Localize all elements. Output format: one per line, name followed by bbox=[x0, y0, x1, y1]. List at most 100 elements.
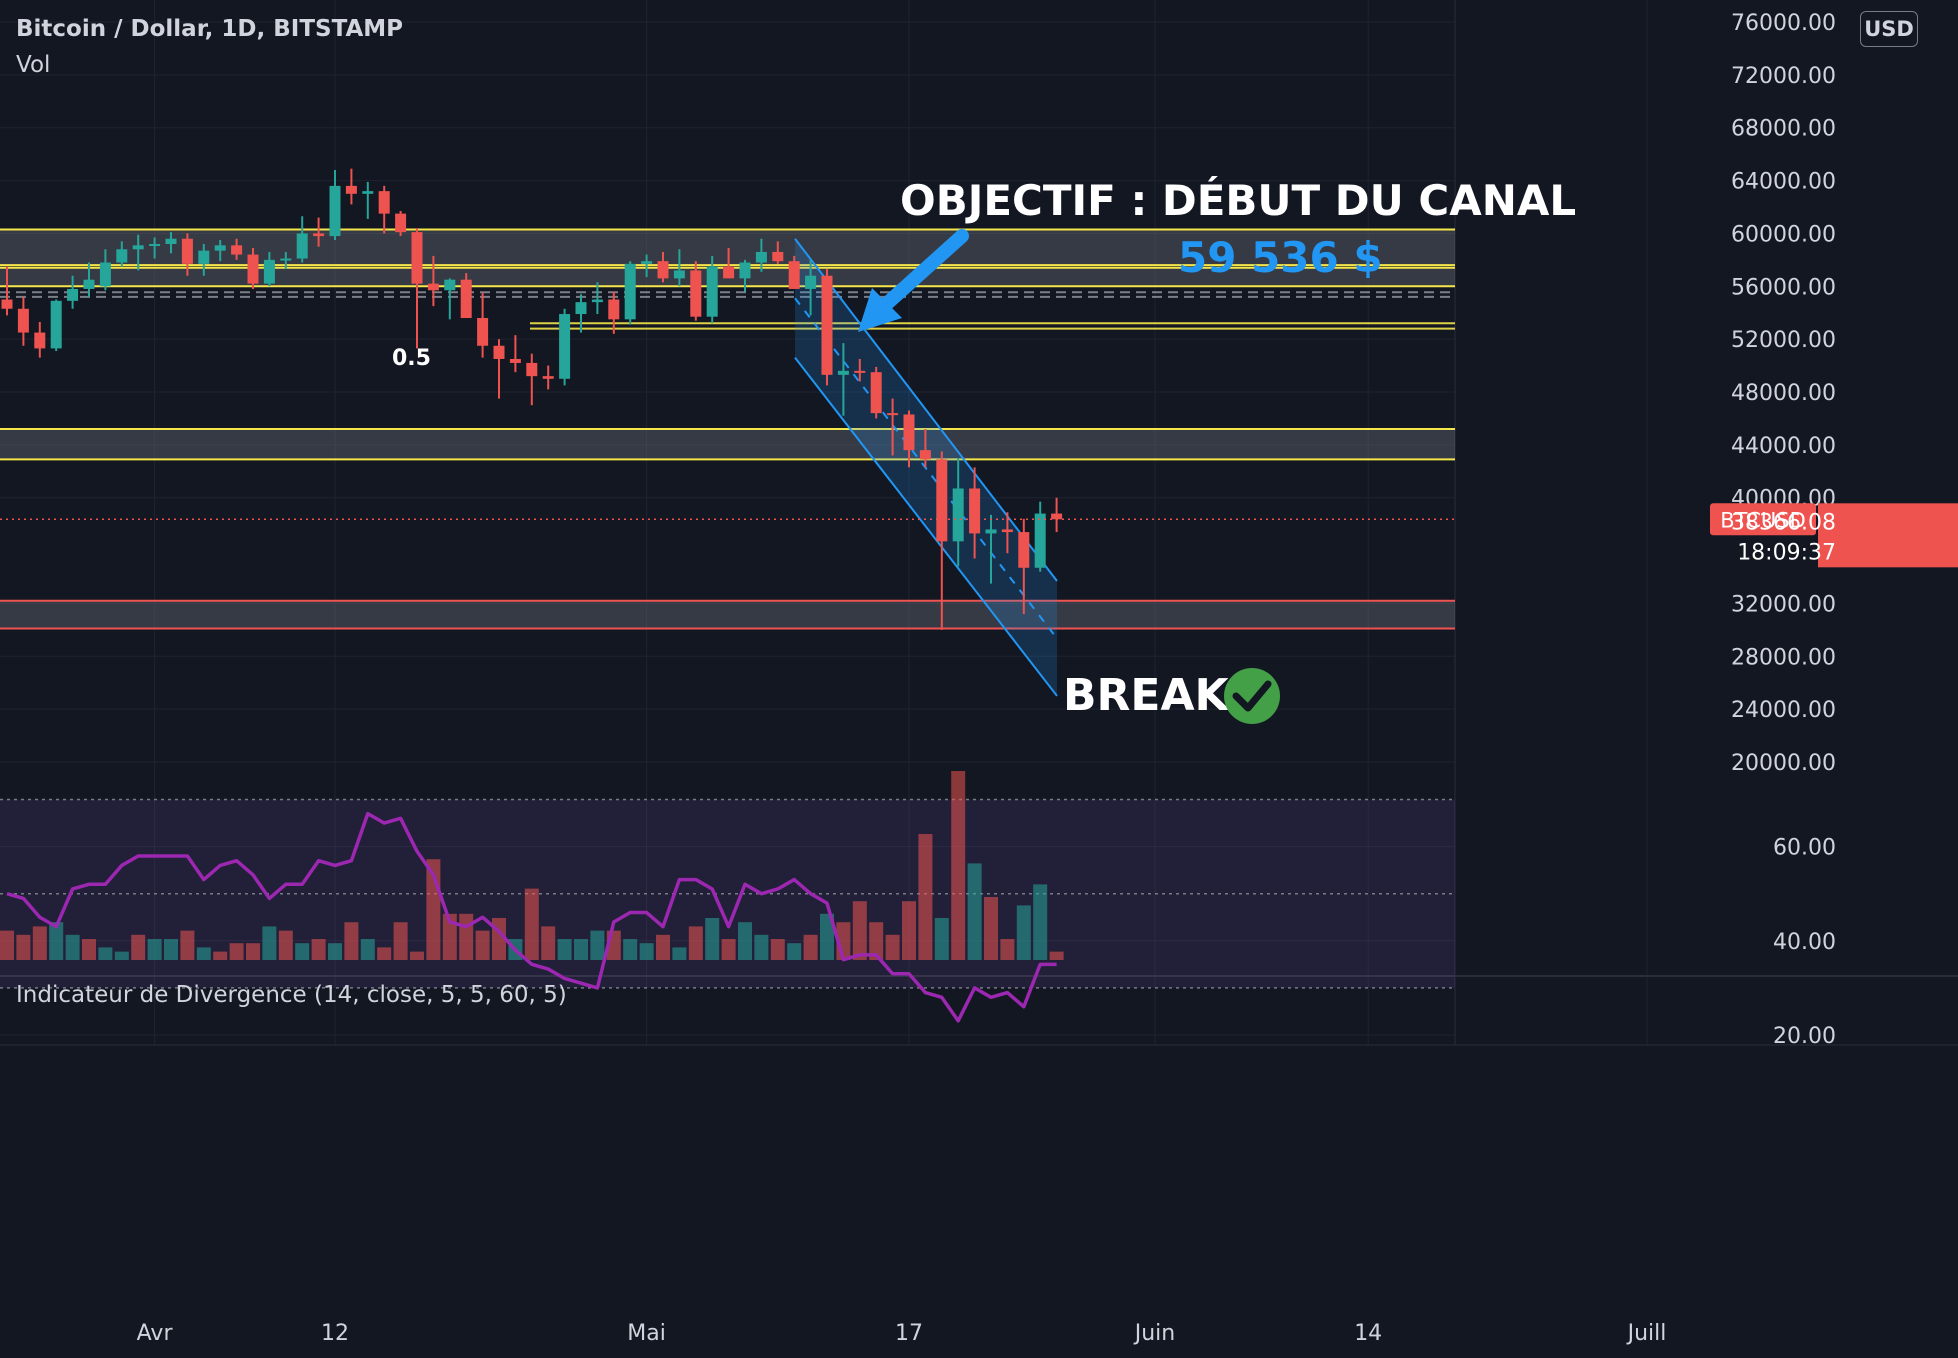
volume-bar[interactable] bbox=[410, 951, 424, 960]
candle-body[interactable] bbox=[280, 258, 292, 261]
candle-body[interactable] bbox=[1034, 513, 1046, 568]
candle-body[interactable] bbox=[673, 270, 685, 279]
candle-body[interactable] bbox=[772, 251, 784, 262]
candle-body[interactable] bbox=[296, 233, 308, 259]
candle-body[interactable] bbox=[181, 238, 193, 264]
candle-body[interactable] bbox=[50, 300, 62, 349]
candle-body[interactable] bbox=[99, 262, 111, 287]
candle-body[interactable] bbox=[427, 283, 439, 291]
candle-body[interactable] bbox=[903, 414, 915, 451]
price-marker[interactable] bbox=[1818, 503, 1958, 568]
volume-bar[interactable] bbox=[918, 834, 933, 960]
candle-body[interactable] bbox=[17, 308, 29, 333]
candle-body[interactable] bbox=[247, 254, 259, 284]
volume-bar[interactable] bbox=[475, 930, 490, 960]
volume-bar[interactable] bbox=[360, 939, 375, 960]
volume-bar[interactable] bbox=[1033, 884, 1048, 960]
volume-bar[interactable] bbox=[541, 926, 556, 960]
volume-bar[interactable] bbox=[196, 947, 211, 960]
volume-bar[interactable] bbox=[1016, 905, 1031, 960]
volume-bar[interactable] bbox=[951, 771, 966, 960]
volume-bar[interactable] bbox=[885, 934, 900, 960]
volume-bar[interactable] bbox=[98, 947, 113, 960]
candle-body[interactable] bbox=[755, 251, 767, 263]
volume-bar[interactable] bbox=[623, 939, 638, 960]
candle-body[interactable] bbox=[116, 249, 128, 263]
candle-body[interactable] bbox=[559, 314, 571, 379]
volume-bar[interactable] bbox=[229, 943, 244, 960]
volume-bar[interactable] bbox=[524, 888, 539, 960]
volume-bar[interactable] bbox=[65, 934, 80, 960]
candle-body[interactable] bbox=[509, 358, 521, 363]
candle-body[interactable] bbox=[83, 279, 95, 289]
volume-bar[interactable] bbox=[721, 939, 736, 960]
arrow-shaft[interactable] bbox=[875, 229, 969, 315]
volume-bar[interactable] bbox=[311, 939, 326, 960]
candle-body[interactable] bbox=[887, 413, 899, 416]
candle-body[interactable] bbox=[591, 299, 603, 303]
symbol-marker[interactable] bbox=[1710, 503, 1816, 536]
candle-body[interactable] bbox=[34, 332, 46, 349]
candle-body[interactable] bbox=[395, 213, 407, 233]
candle-body[interactable] bbox=[575, 302, 587, 315]
candle-body[interactable] bbox=[919, 450, 931, 460]
volume-bar[interactable] bbox=[393, 922, 408, 960]
candle-body[interactable] bbox=[198, 250, 210, 264]
candle-body[interactable] bbox=[969, 488, 981, 534]
zone-resistance[interactable] bbox=[0, 229, 1455, 266]
candle-body[interactable] bbox=[788, 261, 800, 289]
candle-body[interactable] bbox=[739, 262, 751, 279]
volume-bar[interactable] bbox=[344, 922, 359, 960]
volume-bar[interactable] bbox=[590, 930, 605, 960]
volume-bar[interactable] bbox=[1049, 951, 1064, 960]
candle-body[interactable] bbox=[1001, 529, 1013, 533]
currency-button[interactable]: USD bbox=[1860, 11, 1918, 47]
volume-bar[interactable] bbox=[984, 897, 998, 960]
volume-bar[interactable] bbox=[639, 943, 654, 960]
volume-bar[interactable] bbox=[0, 930, 14, 960]
candle-body[interactable] bbox=[345, 185, 357, 194]
candle-body[interactable] bbox=[854, 370, 866, 373]
volume-bar[interactable] bbox=[377, 947, 392, 960]
volume-bar[interactable] bbox=[278, 930, 293, 960]
candle-body[interactable] bbox=[723, 266, 735, 279]
volume-bar[interactable] bbox=[787, 943, 802, 960]
break-annotation[interactable]: BREAK bbox=[1063, 670, 1231, 721]
candle-body[interactable] bbox=[608, 299, 620, 320]
candle-body[interactable] bbox=[641, 261, 653, 264]
channel-top-line[interactable] bbox=[794, 238, 1058, 582]
candle-body[interactable] bbox=[821, 275, 833, 375]
volume-bar[interactable] bbox=[295, 943, 310, 960]
volume-bar[interactable] bbox=[131, 934, 146, 960]
volume-bar[interactable] bbox=[738, 922, 752, 960]
volume-bar[interactable] bbox=[213, 951, 228, 960]
candle-body[interactable] bbox=[1, 299, 13, 309]
candle-body[interactable] bbox=[132, 245, 144, 250]
volume-bar[interactable] bbox=[180, 930, 195, 960]
candle-body[interactable] bbox=[837, 370, 849, 375]
volume-bar[interactable] bbox=[820, 913, 834, 960]
candle-body[interactable] bbox=[1051, 513, 1063, 520]
candle-body[interactable] bbox=[362, 191, 374, 194]
volume-bar[interactable] bbox=[852, 901, 867, 960]
volume-label[interactable]: Vol bbox=[16, 52, 51, 78]
volume-bar[interactable] bbox=[754, 934, 769, 960]
volume-bar[interactable] bbox=[16, 934, 31, 960]
arrow-head[interactable] bbox=[858, 288, 902, 332]
volume-bar[interactable] bbox=[902, 901, 916, 960]
volume-bar[interactable] bbox=[459, 913, 474, 960]
candle-body[interactable] bbox=[657, 261, 669, 279]
candle-body[interactable] bbox=[329, 185, 341, 237]
volume-bar[interactable] bbox=[967, 863, 982, 960]
candle-body[interactable] bbox=[149, 244, 161, 247]
volume-bar[interactable] bbox=[328, 943, 342, 960]
channel-bottom-line[interactable] bbox=[794, 357, 1058, 697]
volume-bar[interactable] bbox=[688, 926, 703, 960]
candle-body[interactable] bbox=[477, 318, 489, 346]
volume-bar[interactable] bbox=[803, 934, 818, 960]
volume-bar[interactable] bbox=[262, 926, 277, 960]
candle-body[interactable] bbox=[214, 245, 226, 251]
candle-body[interactable] bbox=[231, 245, 243, 255]
volume-bar[interactable] bbox=[32, 926, 47, 960]
